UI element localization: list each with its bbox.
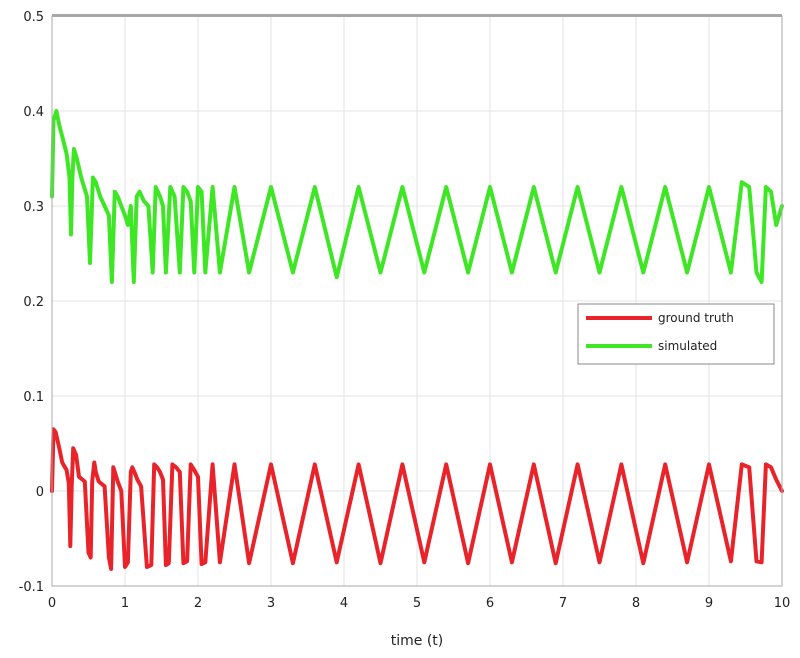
x-tick-label-7: 7 xyxy=(559,596,567,611)
series-line-simulated xyxy=(50,109,784,284)
x-tick-label-0: 0 xyxy=(48,596,56,611)
plot-top-edge xyxy=(52,14,782,17)
x-axis-label: time (t) xyxy=(391,633,444,649)
x-tick-label-8: 8 xyxy=(632,596,640,611)
x-tick-label-1: 1 xyxy=(121,596,129,611)
y-tick-label-4: 0.3 xyxy=(23,200,44,215)
legend: ground truth simulated xyxy=(577,303,775,365)
legend-label-simulated: simulated xyxy=(658,339,717,353)
series-layer xyxy=(50,109,784,571)
y-tick-label-3: 0.2 xyxy=(23,295,44,310)
legend-label-ground-truth: ground truth xyxy=(658,311,734,325)
x-tick-label-4: 4 xyxy=(340,596,348,611)
x-tick-label-5: 5 xyxy=(413,596,421,611)
x-tick-label-10: 10 xyxy=(774,596,791,611)
x-tick-label-6: 6 xyxy=(486,596,494,611)
x-tick-label-3: 3 xyxy=(267,596,275,611)
series-line-ground-truth xyxy=(50,427,784,571)
x-axis-ticks: 0 1 2 3 4 5 6 7 8 9 10 xyxy=(48,596,790,611)
x-tick-label-9: 9 xyxy=(705,596,713,611)
y-tick-label-1: 0 xyxy=(36,485,44,500)
y-tick-label-5: 0.4 xyxy=(23,105,44,120)
y-tick-label-0: -0.1 xyxy=(19,580,44,595)
y-tick-label-6: 0.5 xyxy=(23,10,44,25)
y-tick-label-2: 0.1 xyxy=(23,390,44,405)
x-tick-label-2: 2 xyxy=(194,596,202,611)
legend-box xyxy=(577,303,775,365)
y-axis-ticks: -0.1 0 0.1 0.2 0.3 0.4 0.5 xyxy=(19,10,44,595)
